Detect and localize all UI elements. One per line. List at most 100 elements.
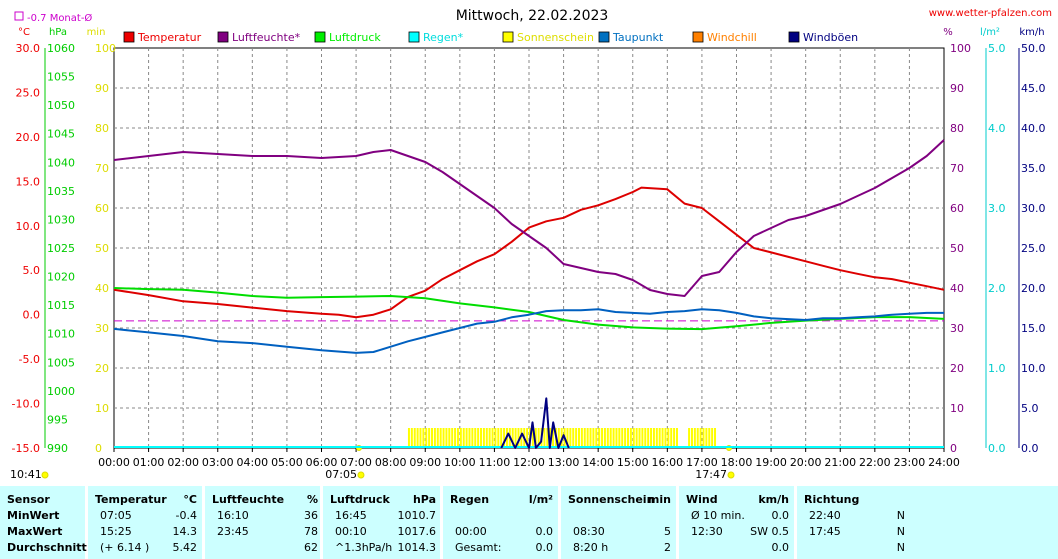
table-header: Luftdruck	[330, 493, 390, 506]
tick-wind: 40.0	[1021, 122, 1046, 135]
tick-humidity: 100	[950, 42, 971, 55]
sunshine-bar	[711, 428, 714, 448]
sunshine-bar	[534, 428, 537, 448]
sunshine-bar	[577, 428, 580, 448]
sunshine-bar	[673, 428, 676, 448]
sunset-icon	[727, 471, 735, 479]
table-cell-time: 16:45	[335, 509, 367, 522]
current-time-icon	[41, 471, 49, 479]
table-column	[0, 486, 85, 559]
tick-temp: 0.0	[23, 309, 41, 322]
current-time-label: 10:41	[10, 468, 42, 481]
table-column	[561, 486, 676, 559]
weather-chart: Mittwoch, 22.02.2023 www.wetter-pfalzen.c…	[10, 8, 1052, 481]
sunshine-bar	[413, 428, 416, 448]
table-cell-time: 8:20 h	[573, 541, 609, 554]
tick-wind: 50.0	[1021, 42, 1046, 55]
tick-pressure: 995	[47, 413, 68, 426]
sunshine-bar	[557, 428, 560, 448]
table-cell-value: 5	[664, 525, 671, 538]
tick-wind: 20.0	[1021, 282, 1046, 295]
x-tick-label: 24:00	[928, 456, 960, 469]
legend-swatch	[502, 31, 514, 43]
sunshine-bar	[569, 428, 572, 448]
site-link: www.wetter-pfalzen.com	[929, 8, 1052, 19]
tick-sun: 0	[95, 442, 102, 455]
sunshine-bar	[491, 428, 494, 448]
table-row-label: MaxWert	[7, 525, 63, 538]
tick-temp: 15.0	[16, 175, 41, 188]
sunshine-bar	[696, 428, 699, 448]
tick-pressure: 1030	[47, 213, 75, 226]
tick-temp: 5.0	[23, 264, 41, 277]
legend-swatch	[692, 31, 704, 43]
sunshine-bar	[641, 428, 644, 448]
sunshine-bar	[583, 428, 586, 448]
tick-pressure: 1005	[47, 356, 75, 369]
sunshine-bar	[448, 428, 451, 448]
stats-table: Sensor MinWert MaxWert Durchschnitt Temperat…	[0, 486, 1058, 559]
sunshine-bar	[485, 428, 488, 448]
tick-sun: 90	[95, 82, 109, 95]
sunshine-bar	[580, 428, 583, 448]
sunshine-bar	[638, 428, 641, 448]
tick-temp: 20.0	[16, 131, 41, 144]
table-cell-time: 22:40	[809, 509, 841, 522]
tick-wind: 25.0	[1021, 242, 1046, 255]
legend-swatch	[788, 31, 800, 43]
tick-pressure: 1000	[47, 385, 75, 398]
x-tick-label: 08:00	[375, 456, 407, 469]
legend-label: Windchill	[707, 31, 757, 44]
axis-unit-rain: l/m²	[980, 27, 1000, 38]
tick-sun: 70	[95, 162, 109, 175]
tick-pressure: 1055	[47, 71, 75, 84]
tick-humidity: 40	[950, 282, 964, 295]
tick-temp: 25.0	[16, 86, 41, 99]
sunshine-bar	[456, 428, 459, 448]
tick-pressure: 1025	[47, 242, 75, 255]
legend-label: Sonnenschein	[517, 31, 594, 44]
legend-swatch	[598, 31, 610, 43]
sunshine-bar	[714, 428, 717, 448]
x-tick-label: 19:00	[755, 456, 787, 469]
legend-label: Regen*	[423, 31, 464, 44]
x-tick-label: 18:00	[721, 456, 753, 469]
sunshine-bar	[586, 428, 589, 448]
table-column	[323, 486, 440, 559]
table-cell-time: 07:05	[100, 509, 132, 522]
tick-sun: 20	[95, 362, 109, 375]
tick-pressure: 1045	[47, 128, 75, 141]
sunshine-bar	[425, 428, 428, 448]
sunshine-bar	[626, 428, 629, 448]
sunshine-bar	[603, 428, 606, 448]
sunshine-bar	[612, 428, 615, 448]
tick-sun: 30	[95, 322, 109, 335]
table-cell-time: Gesamt:	[455, 541, 502, 554]
sunshine-bar	[688, 428, 691, 448]
sunshine-bar	[445, 428, 448, 448]
table-header-unit: min	[647, 493, 671, 506]
table-column	[679, 486, 794, 559]
legend-label: Windböen	[803, 31, 858, 44]
tick-wind: 15.0	[1021, 322, 1046, 335]
tick-wind: 5.0	[1021, 402, 1039, 415]
table-cell-value: 5.42	[172, 541, 198, 554]
sunshine-bar	[477, 428, 480, 448]
sunshine-bar	[661, 428, 664, 448]
sunshine-bar	[428, 428, 431, 448]
tick-temp: -15.0	[12, 442, 40, 455]
tick-humidity: 90	[950, 82, 964, 95]
tick-rain: 5.0	[988, 42, 1006, 55]
sunshine-bar	[465, 428, 468, 448]
tick-rain: 4.0	[988, 122, 1006, 135]
sunshine-bar	[433, 428, 436, 448]
table-cell-value: -0.4	[175, 509, 197, 522]
x-tick-label: 03:00	[202, 456, 234, 469]
sunshine-bar	[601, 428, 604, 448]
table-header: Temperatur	[95, 493, 167, 506]
table-header: Luftfeuchte	[212, 493, 285, 506]
tick-sun: 60	[95, 202, 109, 215]
tick-pressure: 1040	[47, 156, 75, 169]
tick-wind: 35.0	[1021, 162, 1046, 175]
tick-sun: 10	[95, 402, 109, 415]
